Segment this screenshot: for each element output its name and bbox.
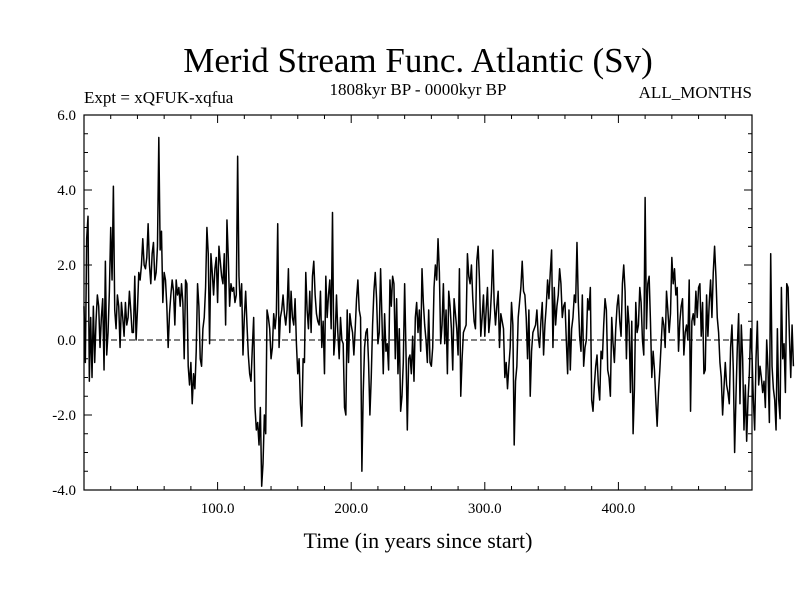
series-line (83, 136, 795, 487)
time-range-label: 1808kyr BP - 0000kyr BP (330, 80, 507, 99)
x-tick-label: 300.0 (468, 501, 502, 517)
x-tick-label: 100.0 (201, 501, 235, 517)
y-tick-label: 4.0 (57, 183, 76, 199)
y-tick-label: 2.0 (57, 258, 76, 274)
y-tick-label: 6.0 (57, 108, 76, 124)
y-tick-label: 0.0 (57, 333, 76, 349)
y-tick-label: -4.0 (52, 483, 76, 499)
y-tick-label: -2.0 (52, 408, 76, 424)
chart-title: Merid Stream Func. Atlantic (Sv) (183, 41, 653, 80)
x-axis-label: Time (in years since start) (304, 528, 533, 553)
x-tick-label: 400.0 (602, 501, 636, 517)
months-label: ALL_MONTHS (639, 83, 752, 102)
x-tick-label: 200.0 (334, 501, 368, 517)
experiment-label: Expt = xQFUK-xqfua (84, 88, 234, 107)
plot-frame (83, 114, 753, 491)
